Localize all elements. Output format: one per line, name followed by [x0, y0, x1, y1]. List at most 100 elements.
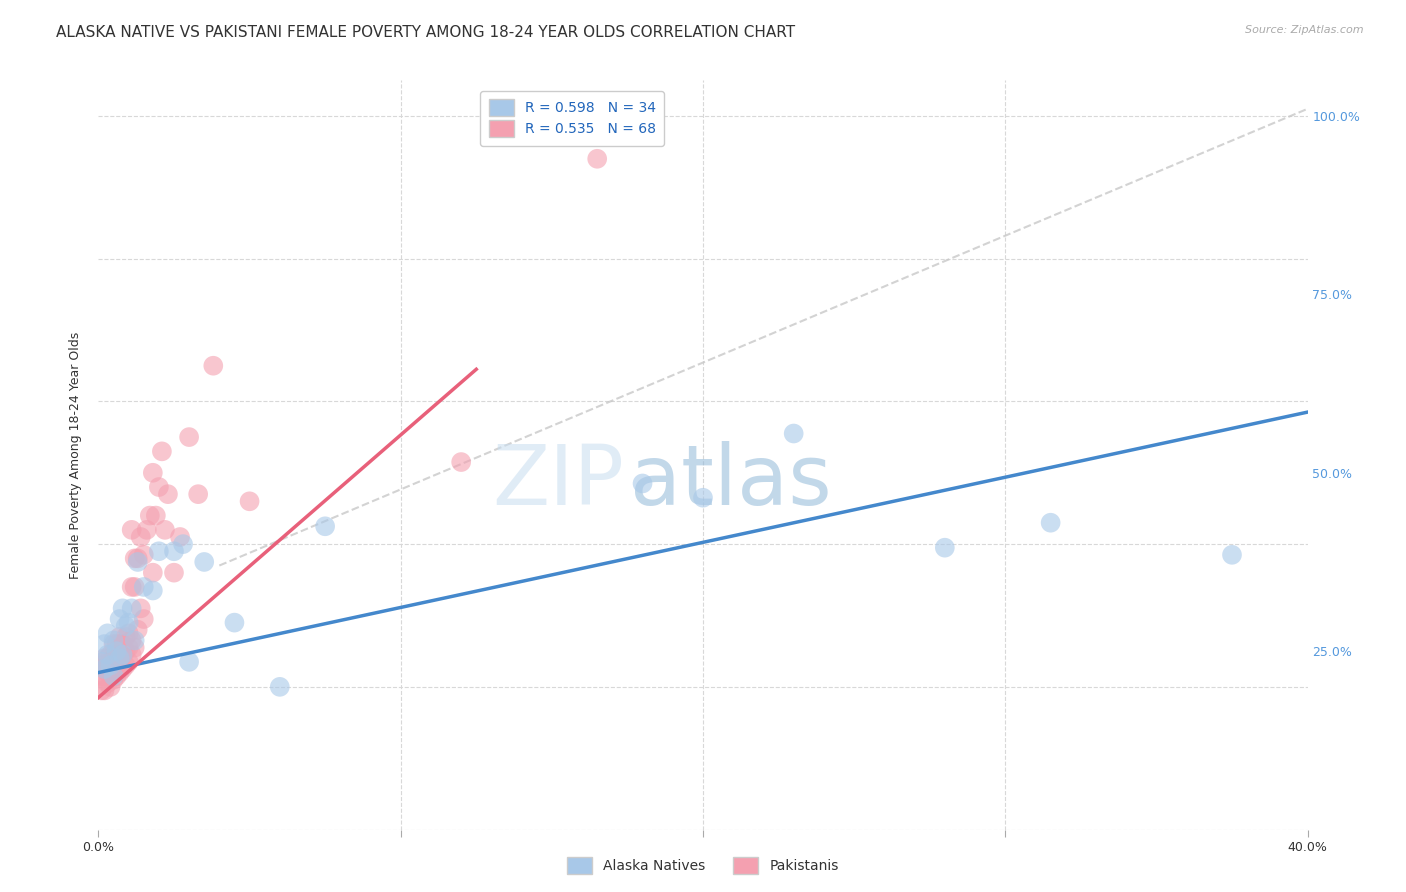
Text: Source: ZipAtlas.com: Source: ZipAtlas.com	[1246, 25, 1364, 35]
Point	[93, 683, 115, 698]
Point	[90, 658, 112, 673]
Point	[1039, 516, 1062, 530]
Point	[121, 580, 143, 594]
Point	[108, 644, 131, 658]
Point	[239, 494, 262, 508]
Point	[93, 651, 115, 665]
Point	[90, 655, 112, 669]
Point	[156, 487, 179, 501]
Point	[142, 566, 165, 580]
Point	[96, 626, 118, 640]
Point	[132, 548, 155, 562]
Point	[163, 544, 186, 558]
Point	[108, 630, 131, 644]
Point	[692, 491, 714, 505]
Point	[114, 619, 136, 633]
Point	[135, 523, 157, 537]
Point	[224, 615, 246, 630]
Point	[118, 615, 141, 630]
Point	[100, 655, 122, 669]
Point	[118, 655, 141, 669]
Y-axis label: Female Poverty Among 18-24 Year Olds: Female Poverty Among 18-24 Year Olds	[69, 331, 83, 579]
Point	[314, 519, 336, 533]
Point	[108, 612, 131, 626]
Point	[142, 583, 165, 598]
Point	[93, 637, 115, 651]
Point	[150, 444, 173, 458]
Point	[100, 680, 122, 694]
Point	[114, 630, 136, 644]
Point	[450, 455, 472, 469]
Point	[96, 665, 118, 680]
Point	[169, 530, 191, 544]
Point	[114, 658, 136, 673]
Point	[127, 555, 149, 569]
Point	[163, 566, 186, 580]
Point	[121, 523, 143, 537]
Point	[145, 508, 167, 523]
Point	[124, 551, 146, 566]
Point	[111, 648, 134, 662]
Point	[586, 152, 609, 166]
Point	[1220, 548, 1243, 562]
Point	[108, 655, 131, 669]
Point	[153, 523, 176, 537]
Point	[103, 669, 125, 683]
Text: ZIP: ZIP	[492, 441, 624, 522]
Point	[193, 555, 215, 569]
Point	[132, 580, 155, 594]
Text: atlas: atlas	[630, 441, 832, 522]
Point	[105, 651, 128, 665]
Point	[96, 648, 118, 662]
Point	[108, 651, 131, 665]
Point	[132, 612, 155, 626]
Point	[269, 680, 291, 694]
Point	[90, 683, 112, 698]
Point	[179, 430, 201, 444]
Point	[93, 669, 115, 683]
Point	[103, 637, 125, 651]
Point	[96, 676, 118, 690]
Point	[103, 662, 125, 676]
Point	[118, 626, 141, 640]
Point	[121, 601, 143, 615]
Point	[105, 644, 128, 658]
Point	[121, 648, 143, 662]
Point	[111, 637, 134, 651]
Point	[179, 655, 201, 669]
Point	[121, 633, 143, 648]
Point	[105, 669, 128, 683]
Point	[103, 633, 125, 648]
Point	[124, 580, 146, 594]
Point	[114, 644, 136, 658]
Point	[105, 637, 128, 651]
Point	[129, 601, 152, 615]
Point	[127, 623, 149, 637]
Point	[100, 662, 122, 676]
Point	[129, 530, 152, 544]
Point	[105, 658, 128, 673]
Point	[96, 651, 118, 665]
Point	[124, 633, 146, 648]
Point	[93, 662, 115, 676]
Point	[187, 487, 209, 501]
Point	[202, 359, 225, 373]
Point	[172, 537, 194, 551]
Point	[96, 658, 118, 673]
Point	[108, 637, 131, 651]
Point	[783, 426, 806, 441]
Point	[124, 640, 146, 655]
Legend: Alaska Natives, Pakistanis: Alaska Natives, Pakistanis	[560, 850, 846, 880]
Point	[934, 541, 956, 555]
Point	[148, 544, 170, 558]
Text: ALASKA NATIVE VS PAKISTANI FEMALE POVERTY AMONG 18-24 YEAR OLDS CORRELATION CHAR: ALASKA NATIVE VS PAKISTANI FEMALE POVERT…	[56, 25, 796, 40]
Point	[103, 673, 125, 687]
Point	[108, 665, 131, 680]
Point	[631, 476, 654, 491]
Point	[103, 651, 125, 665]
Point	[111, 662, 134, 676]
Point	[118, 640, 141, 655]
Point	[100, 648, 122, 662]
Legend: R = 0.598   N = 34, R = 0.535   N = 68: R = 0.598 N = 34, R = 0.535 N = 68	[481, 91, 664, 145]
Point	[127, 551, 149, 566]
